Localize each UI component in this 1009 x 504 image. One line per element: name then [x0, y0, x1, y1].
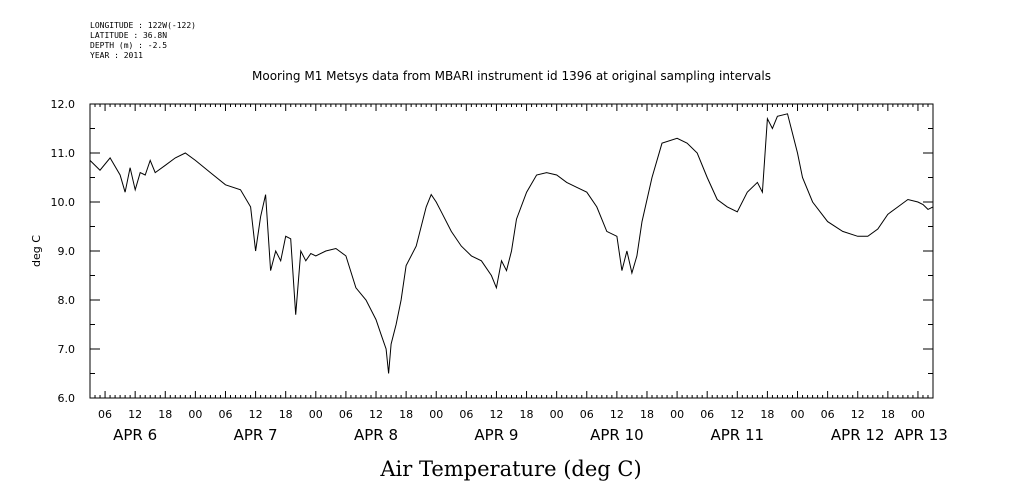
x-axis-label: Air Temperature (deg C): [379, 457, 641, 481]
tick-marks: [89, 103, 934, 399]
x-tick-labels: 06 12 18 00 06 12 18 00 06 12 18 00 06 12 18 00 06 12 18 00…: [98, 408, 925, 421]
x-tick-label: 00: [429, 408, 443, 421]
x-tick-label: 12: [730, 408, 744, 421]
day-labels: APR 6 APR 7 APR 8 APR 9 APR 10 APR 11 APR 12 AP…: [113, 426, 948, 444]
x-tick-label: 12: [128, 408, 142, 421]
day-label: APR 8: [354, 426, 398, 444]
x-tick-label: 12: [610, 408, 624, 421]
y-tick-label: 9.0: [58, 245, 76, 258]
y-axis-label: deg C: [30, 235, 43, 267]
x-tick-label: 18: [760, 408, 774, 421]
metadata-longitude: LONGITUDE : 122W(-122): [90, 21, 196, 30]
y-tick-label: 7.0: [58, 343, 76, 356]
metadata-depth: DEPTH (m) : -2.5: [90, 41, 168, 50]
day-label: APR 6: [113, 426, 157, 444]
metadata-year: YEAR : 2011: [90, 51, 143, 60]
y-tick-label: 8.0: [58, 294, 76, 307]
x-tick-label: 06: [218, 408, 232, 421]
x-tick-label: 18: [520, 408, 534, 421]
x-tick-label: 18: [640, 408, 654, 421]
day-label: APR 12: [831, 426, 885, 444]
series-line-air-temperature: [89, 113, 934, 374]
day-label: APR 7: [234, 426, 278, 444]
metadata-latitude: LATITUDE : 36.8N: [90, 31, 168, 40]
y-tick-label: 6.0: [58, 392, 76, 405]
x-tick-label: 12: [369, 408, 383, 421]
day-label: APR 13: [894, 426, 948, 444]
y-tick-label: 10.0: [51, 196, 76, 209]
y-tick-label: 11.0: [51, 147, 76, 160]
chart-title: Mooring M1 Metsys data from MBARI instru…: [252, 69, 771, 83]
x-tick-label: 18: [279, 408, 293, 421]
x-tick-label: 12: [851, 408, 865, 421]
x-tick-label: 06: [821, 408, 835, 421]
metadata-block: LONGITUDE : 122W(-122) LATITUDE : 36.8N …: [90, 21, 196, 61]
x-tick-label: 00: [188, 408, 202, 421]
day-label: APR 9: [474, 426, 518, 444]
x-tick-label: 00: [550, 408, 564, 421]
x-tick-label: 00: [670, 408, 684, 421]
x-tick-label: 18: [158, 408, 172, 421]
day-label: APR 10: [590, 426, 644, 444]
y-tick-labels: 6.0 7.0 8.0 9.0 10.0 11.0 12.0: [51, 98, 76, 405]
y-tick-label: 12.0: [51, 98, 76, 111]
x-tick-label: 06: [339, 408, 353, 421]
x-tick-label: 06: [580, 408, 594, 421]
x-tick-label: 00: [911, 408, 925, 421]
x-tick-label: 18: [399, 408, 413, 421]
x-tick-label: 06: [459, 408, 473, 421]
day-label: APR 11: [711, 426, 765, 444]
x-tick-label: 06: [700, 408, 714, 421]
x-tick-label: 18: [881, 408, 895, 421]
x-tick-label: 00: [791, 408, 805, 421]
x-tick-label: 12: [249, 408, 263, 421]
x-tick-label: 06: [98, 408, 112, 421]
x-tick-label: 00: [309, 408, 323, 421]
x-tick-label: 12: [489, 408, 503, 421]
